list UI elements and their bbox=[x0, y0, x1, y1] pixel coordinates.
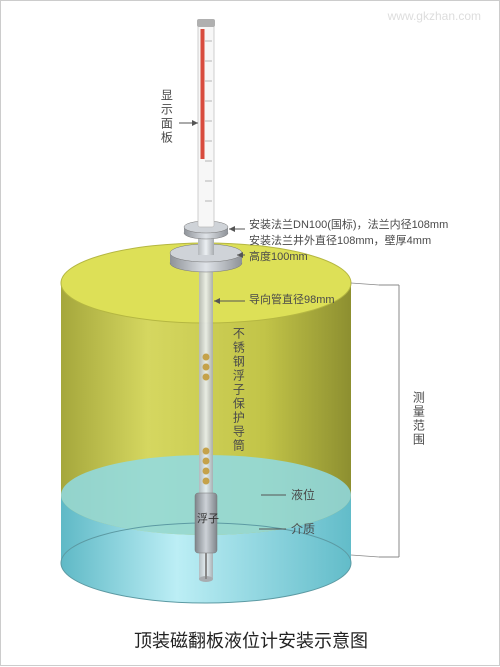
label-measure-range: 测量范围 bbox=[411, 391, 425, 447]
label-medium: 介质 bbox=[291, 522, 315, 536]
label-float: 浮子 bbox=[197, 513, 219, 526]
diagram-title: 顶装磁翻板液位计安装示意图 bbox=[1, 627, 500, 653]
label-flange-spec-3: 高度100mm bbox=[249, 251, 308, 264]
label-float-protect-tube: 不锈钢浮子保护导筒 bbox=[231, 327, 245, 453]
label-guide-tube-dia: 导向管直径98mm bbox=[249, 294, 335, 307]
watermark-text: www.gkzhan.com bbox=[388, 9, 481, 23]
label-flange-spec-2: 安装法兰井外直径108mm，壁厚4mm bbox=[249, 235, 431, 248]
label-liquid-level: 液位 bbox=[291, 488, 315, 502]
diagram-canvas: 显示面板 安装法兰DN100(国标)，法兰内径108mm 安装法兰井外直径108… bbox=[1, 1, 500, 667]
tank-svg bbox=[1, 1, 500, 667]
label-display-panel: 显示面板 bbox=[159, 89, 173, 145]
label-flange-spec-1: 安装法兰DN100(国标)，法兰内径108mm bbox=[249, 219, 448, 232]
